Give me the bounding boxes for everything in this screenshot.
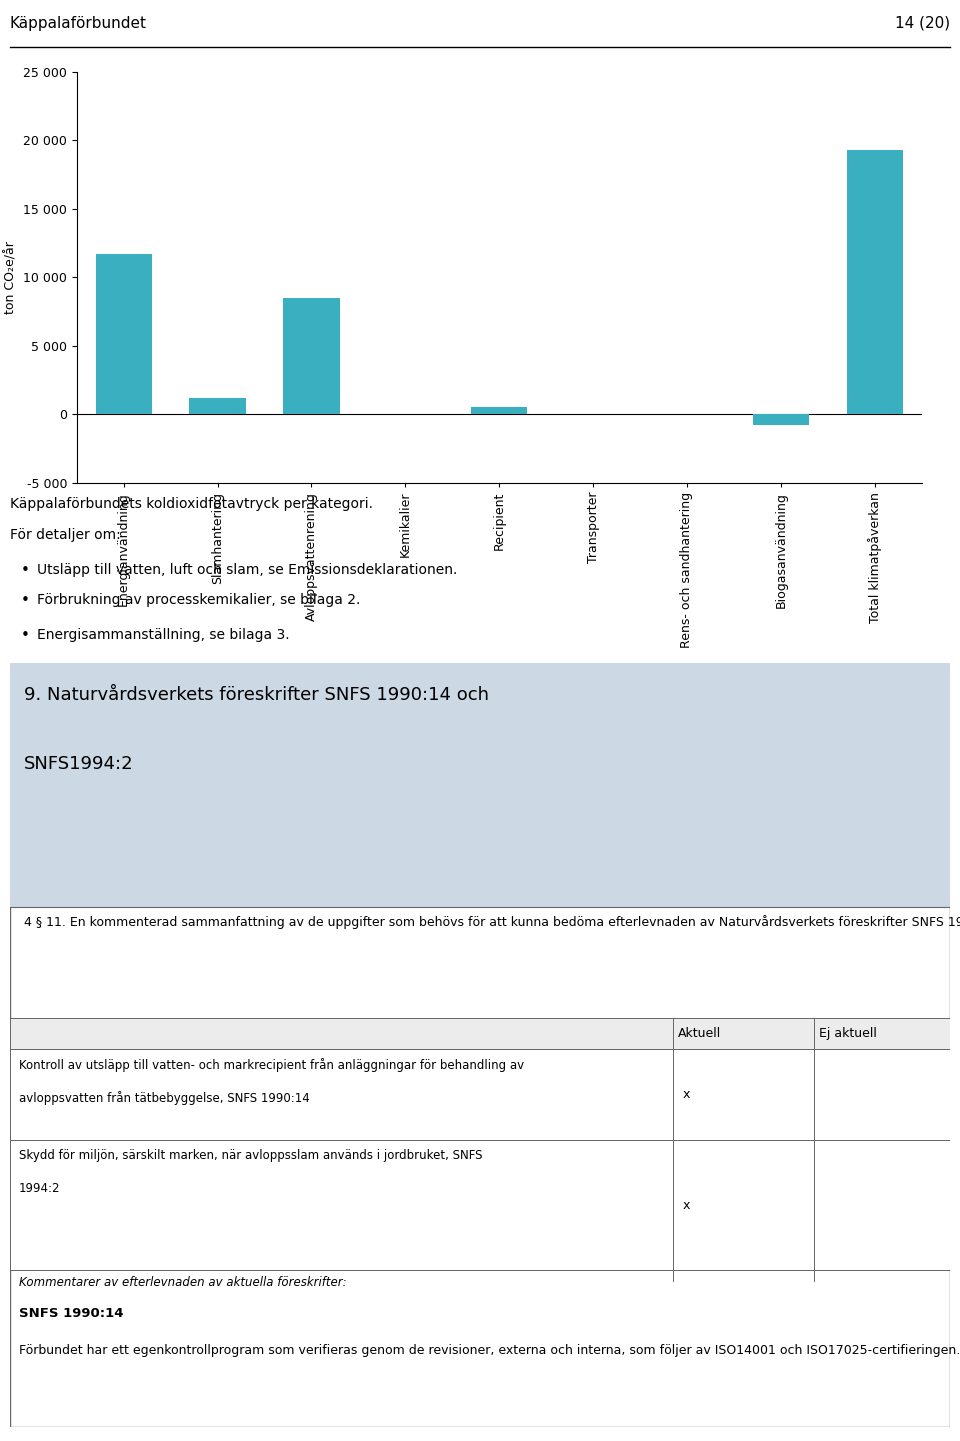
- Bar: [10, 1140, 950, 1270]
- Bar: [753, 415, 809, 425]
- Bar: [471, 408, 527, 415]
- Text: Förbundet har ett egenkontrollprogram som verifieras genom de revisioner, extern: Förbundet har ett egenkontrollprogram so…: [19, 1343, 960, 1356]
- Bar: [10, 1049, 950, 1140]
- Text: x: x: [683, 1088, 689, 1101]
- Bar: [96, 254, 152, 415]
- Text: x: x: [683, 1199, 689, 1212]
- Bar: [283, 298, 340, 415]
- Bar: [847, 150, 902, 415]
- Text: Kontroll av utsläpp till vatten- och markrecipient från anläggningar för behandl: Kontroll av utsläpp till vatten- och mar…: [19, 1058, 524, 1072]
- Text: 14 (20): 14 (20): [896, 16, 950, 30]
- Text: Skydd för miljön, särskilt marken, när avloppsslam används i jordbruket, SNFS: Skydd för miljön, särskilt marken, när a…: [19, 1150, 483, 1163]
- Text: avloppsvatten från tätbebyggelse, SNFS 1990:14: avloppsvatten från tätbebyggelse, SNFS 1…: [19, 1091, 310, 1104]
- Text: För detaljer om:: För detaljer om:: [10, 529, 120, 542]
- Text: Käppalaförbundet: Käppalaförbundet: [10, 16, 147, 30]
- Text: •: •: [20, 563, 30, 578]
- Bar: [10, 663, 950, 908]
- Text: Utsläpp till vatten, luft och slam, se Emissionsdeklarationen.: Utsläpp till vatten, luft och slam, se E…: [36, 563, 457, 578]
- Y-axis label: ton CO₂e/år: ton CO₂e/år: [5, 241, 17, 314]
- Text: Energisammanställning, se bilaga 3.: Energisammanställning, se bilaga 3.: [36, 628, 290, 643]
- Text: SNFS1994:2: SNFS1994:2: [24, 755, 133, 772]
- Text: 9. Naturvårdsverkets föreskrifter SNFS 1990:14 och: 9. Naturvårdsverkets föreskrifter SNFS 1…: [24, 686, 489, 703]
- Text: •: •: [20, 628, 30, 643]
- Text: •: •: [20, 594, 30, 608]
- Text: Förbrukning av processkemikalier, se bilaga 2.: Förbrukning av processkemikalier, se bil…: [36, 594, 360, 607]
- Text: Aktuell: Aktuell: [678, 1027, 721, 1040]
- Text: SNFS 1990:14: SNFS 1990:14: [19, 1307, 124, 1320]
- Bar: [189, 398, 246, 415]
- Text: Kommentarer av efterlevnaden av aktuella föreskrifter:: Kommentarer av efterlevnaden av aktuella…: [19, 1277, 347, 1290]
- Text: 4 § 11. En kommenterad sammanfattning av de uppgifter som behövs för att kunna b: 4 § 11. En kommenterad sammanfattning av…: [24, 915, 960, 929]
- Text: Käppalaförbundets koldioxidfotavtryck per kategori.: Käppalaförbundets koldioxidfotavtryck pe…: [10, 497, 372, 510]
- Text: 1994:2: 1994:2: [19, 1182, 60, 1195]
- Bar: [10, 1017, 950, 1049]
- Text: Ej aktuell: Ej aktuell: [819, 1027, 876, 1040]
